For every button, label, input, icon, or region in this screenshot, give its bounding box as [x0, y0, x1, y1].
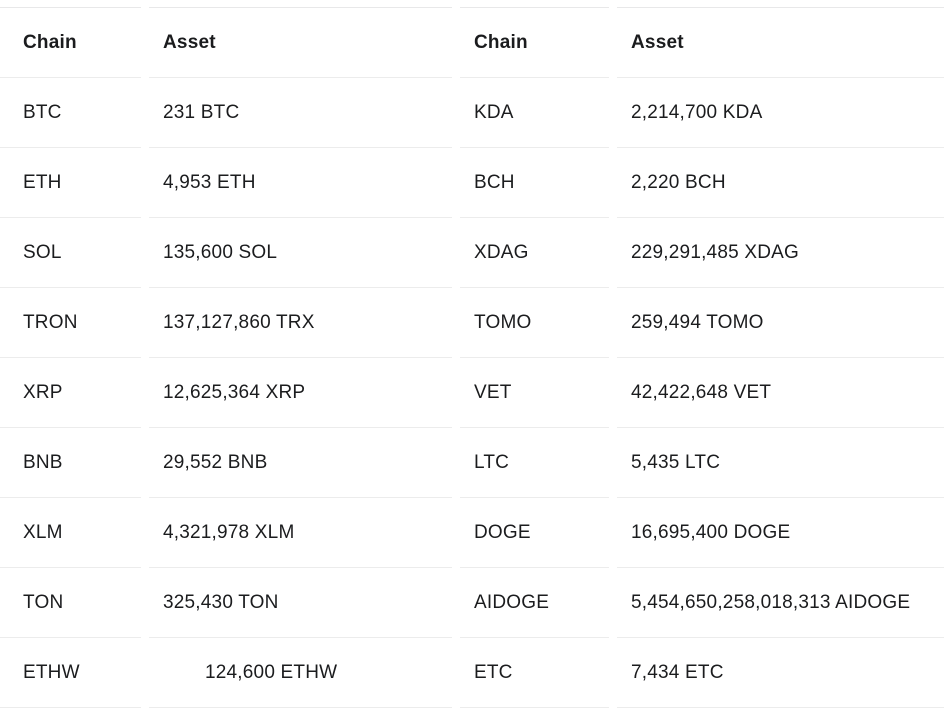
- asset-cell: 4,953 ETH: [149, 148, 452, 218]
- asset-cell: 4,321,978 XLM: [149, 498, 452, 568]
- chain-cell: XDAG: [460, 218, 609, 288]
- asset-cell: 29,552 BNB: [149, 428, 452, 498]
- asset-cell: 124,600 ETHW: [149, 638, 452, 708]
- chain-cell: LTC: [460, 428, 609, 498]
- chain-cell: XRP: [0, 358, 141, 428]
- chain-cell: AIDOGE: [460, 568, 609, 638]
- chain-cell: KDA: [460, 78, 609, 148]
- chain-cell: ETHW: [0, 638, 141, 708]
- asset-cell: 231 BTC: [149, 78, 452, 148]
- chain-cell: TON: [0, 568, 141, 638]
- asset-cell: 12,625,364 XRP: [149, 358, 452, 428]
- chain-cell: XLM: [0, 498, 141, 568]
- asset-cell: 5,435 LTC: [617, 428, 944, 498]
- chain-cell: DOGE: [460, 498, 609, 568]
- asset-cell: 2,220 BCH: [617, 148, 944, 218]
- column-header-asset-right: Asset: [617, 7, 944, 78]
- chain-cell: BCH: [460, 148, 609, 218]
- asset-cell: 259,494 TOMO: [617, 288, 944, 358]
- chain-cell: SOL: [0, 218, 141, 288]
- asset-cell: 325,430 TON: [149, 568, 452, 638]
- chain-cell: ETH: [0, 148, 141, 218]
- asset-cell: 229,291,485 XDAG: [617, 218, 944, 288]
- column-header-asset-left: Asset: [149, 7, 452, 78]
- chain-cell: TOMO: [460, 288, 609, 358]
- asset-cell: 135,600 SOL: [149, 218, 452, 288]
- asset-cell: 7,434 ETC: [617, 638, 944, 708]
- chain-cell: BNB: [0, 428, 141, 498]
- chain-cell: ETC: [460, 638, 609, 708]
- chain-cell: VET: [460, 358, 609, 428]
- asset-cell: 42,422,648 VET: [617, 358, 944, 428]
- chain-cell: TRON: [0, 288, 141, 358]
- asset-cell: 2,214,700 KDA: [617, 78, 944, 148]
- asset-cell: 137,127,860 TRX: [149, 288, 452, 358]
- asset-cell: 16,695,400 DOGE: [617, 498, 944, 568]
- reserves-table: Chain Asset Chain Asset BTC 231 BTC KDA …: [0, 7, 944, 708]
- column-header-chain-left: Chain: [0, 7, 141, 78]
- asset-cell: 5,454,650,258,018,313 AIDOGE: [617, 568, 944, 638]
- chain-cell: BTC: [0, 78, 141, 148]
- column-header-chain-right: Chain: [460, 7, 609, 78]
